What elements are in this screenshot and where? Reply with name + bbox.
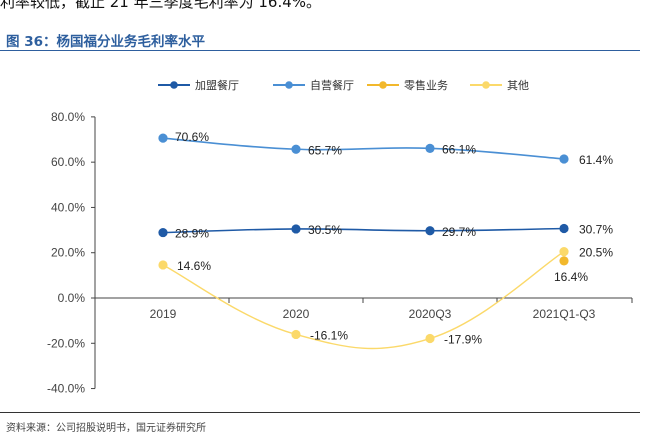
- data-label: 66.1%: [442, 142, 476, 156]
- series-labels: 28.9% 30.5% 29.7% 30.7% 70.6% 65.7% 66.1% 61.4%…: [175, 130, 613, 346]
- data-point: [425, 143, 435, 153]
- y-tick-label: -40.0%: [47, 382, 85, 396]
- series-line-0: [162, 227, 565, 234]
- y-tick-label: 60.0%: [51, 155, 85, 169]
- figure-title: 图 36：杨国福分业务毛利率水平: [6, 34, 205, 50]
- data-label: -16.1%: [310, 328, 348, 342]
- data-label: 70.6%: [175, 130, 209, 144]
- legend-entry: 零售业务: [404, 78, 448, 92]
- chart-legend: 加盟餐厅 自营餐厅 零售业务 其他: [158, 78, 529, 92]
- y-tick-label: 20.0%: [51, 246, 85, 260]
- data-label: 16.4%: [554, 270, 588, 284]
- x-tick-label: 2021Q1-Q3: [533, 307, 596, 321]
- series-line-3: [162, 251, 565, 350]
- series-points: [158, 133, 569, 344]
- data-label: 20.5%: [579, 246, 613, 260]
- y-tick-label: 0.0%: [58, 291, 86, 305]
- data-point: [291, 224, 301, 234]
- data-label: 29.7%: [442, 225, 476, 239]
- source-note: 资料来源：公司招股说明书，国元证券研究所: [6, 423, 206, 434]
- data-point: [158, 260, 168, 270]
- data-point: [425, 333, 435, 344]
- data-point: [559, 256, 569, 266]
- figure-title-rule: [0, 50, 640, 51]
- data-label: -17.9%: [444, 333, 482, 347]
- legend-swatch-marker: [285, 81, 293, 89]
- data-point: [425, 226, 435, 236]
- legend-swatch-marker: [170, 81, 178, 89]
- legend-entry: 加盟餐厅: [195, 78, 239, 92]
- legend-swatch-marker: [379, 81, 387, 89]
- line-chart: 加盟餐厅 自营餐厅 零售业务 其他 80.0% 60.0% 40.0% 20.0% 0.0% -…: [47, 78, 633, 396]
- data-point: [291, 329, 301, 340]
- data-label: 14.6%: [177, 259, 211, 273]
- top-body-text: 利率较低，截止 21 年三季度毛利率为 16.4%。: [0, 0, 322, 11]
- data-label: 30.7%: [579, 222, 613, 236]
- data-point: [158, 133, 168, 143]
- y-tick-label: 40.0%: [51, 200, 85, 214]
- series-lines: [162, 137, 565, 350]
- data-point: [291, 144, 301, 154]
- data-point: [559, 154, 569, 164]
- data-point: [559, 246, 569, 257]
- data-point: [158, 227, 168, 238]
- y-tick-label: 80.0%: [51, 110, 85, 124]
- data-point: [559, 223, 569, 234]
- source-rule: [0, 412, 640, 413]
- data-label: 28.9%: [175, 227, 209, 241]
- data-label: 61.4%: [579, 153, 613, 167]
- legend-entry: 自营餐厅: [310, 78, 354, 92]
- series-line-1: [162, 137, 565, 160]
- x-tick-label: 2020: [283, 307, 310, 321]
- legend-entry: 其他: [507, 79, 529, 92]
- data-label: 30.5%: [308, 223, 342, 237]
- y-tick-label: -20.0%: [47, 336, 85, 350]
- x-tick-label: 2019: [150, 307, 177, 321]
- legend-swatch-marker: [482, 81, 490, 89]
- x-tick-label: 2020Q3: [409, 307, 452, 321]
- data-label: 65.7%: [308, 143, 342, 157]
- chart-axes: 80.0% 60.0% 40.0% 20.0% 0.0% -20.0% -40.0% 2019…: [47, 110, 633, 396]
